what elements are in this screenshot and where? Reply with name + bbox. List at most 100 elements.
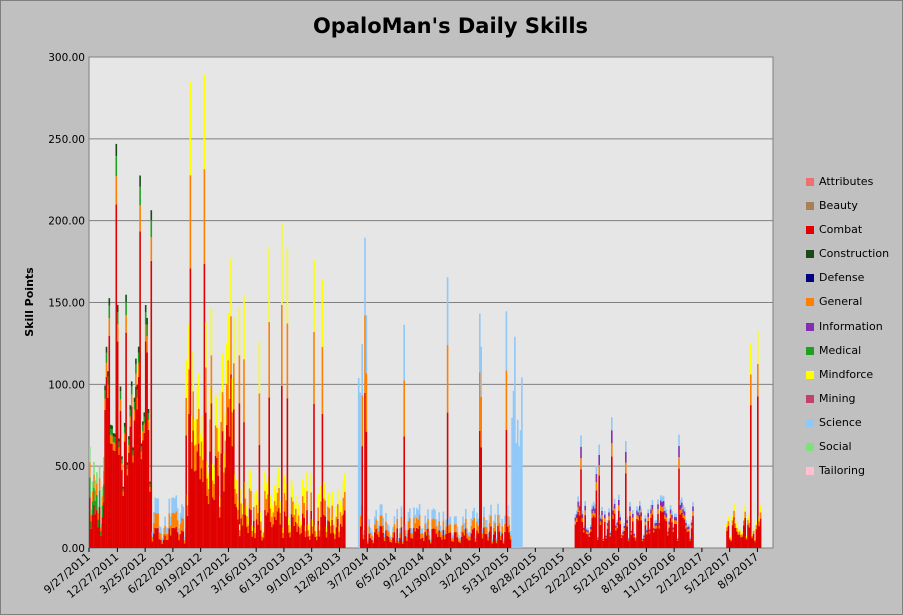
area-column [239,530,241,537]
area-column [501,518,503,527]
area-column [750,405,752,548]
area-column [202,481,204,548]
area-column [417,528,419,548]
area-column [409,508,411,519]
area-column [578,510,581,516]
area-column [622,531,624,534]
area-column [490,526,492,548]
area-column [671,522,673,548]
area-column [253,520,255,548]
area-column [634,538,637,540]
area-column [136,384,139,390]
area-column [469,540,471,548]
area-column [108,335,111,548]
area-column [611,456,613,548]
area-column [254,528,256,534]
area-column [692,515,694,548]
area-column [142,425,144,432]
area-column [162,534,165,540]
area-column [213,483,215,500]
area-column [613,508,616,514]
area-column [498,514,501,524]
area-column [500,539,502,548]
area-column [149,481,151,484]
area-column [278,507,280,548]
area-column [178,534,180,541]
area-column [643,537,645,539]
area-column [682,509,684,514]
area-column [460,537,463,548]
area-column [200,415,203,442]
area-column [174,498,176,514]
area-column [611,417,613,431]
area-column [738,531,741,535]
area-column [313,260,315,332]
area-column [470,533,473,548]
area-column [465,528,467,548]
area-column [130,381,133,387]
area-column [747,514,749,520]
area-column [90,521,92,529]
area-column [265,499,268,516]
area-column [318,536,321,548]
area-column [344,473,346,492]
area-column [446,344,449,413]
area-column [268,397,270,548]
area-column [442,511,445,521]
area-column [446,277,449,345]
area-column [323,514,325,548]
area-column [234,474,236,489]
area-column [295,495,297,509]
area-column [668,524,670,528]
area-column [618,505,620,511]
area-column [212,497,214,548]
area-column [646,534,648,548]
area-column [654,525,656,529]
area-column [637,508,640,513]
area-column [246,526,248,548]
area-column [686,527,689,530]
area-column [632,513,634,518]
area-column [162,540,165,548]
area-column [275,519,277,548]
area-column [460,531,463,537]
area-column [636,506,638,511]
area-column [449,524,452,533]
area-column [217,475,220,548]
area-column [420,529,422,534]
area-column [407,512,410,522]
area-column [94,490,97,501]
area-column [678,457,680,469]
area-column [411,528,414,534]
area-column [752,527,755,531]
area-column [639,505,641,511]
area-column [432,508,435,519]
area-column [293,503,296,515]
area-column [272,512,275,525]
area-column [274,516,276,548]
area-column [195,418,197,445]
area-column [577,511,579,548]
area-column [238,355,241,404]
area-column [361,446,363,548]
area-column [116,324,119,342]
area-column [179,513,182,524]
area-column [392,532,394,538]
area-column [480,447,482,548]
area-column [261,536,263,541]
area-column [325,537,328,548]
area-column [367,538,369,541]
area-column [210,403,213,548]
area-column [467,532,470,537]
area-column [458,535,460,539]
area-column [288,525,290,533]
area-column [602,540,605,548]
legend-item: Mindforce [806,368,901,392]
area-column [633,537,635,548]
area-column [491,538,494,542]
area-column [339,524,342,548]
area-column [745,539,748,548]
area-column [599,515,602,519]
legend-label: Combat [819,223,863,237]
area-column [121,463,123,470]
